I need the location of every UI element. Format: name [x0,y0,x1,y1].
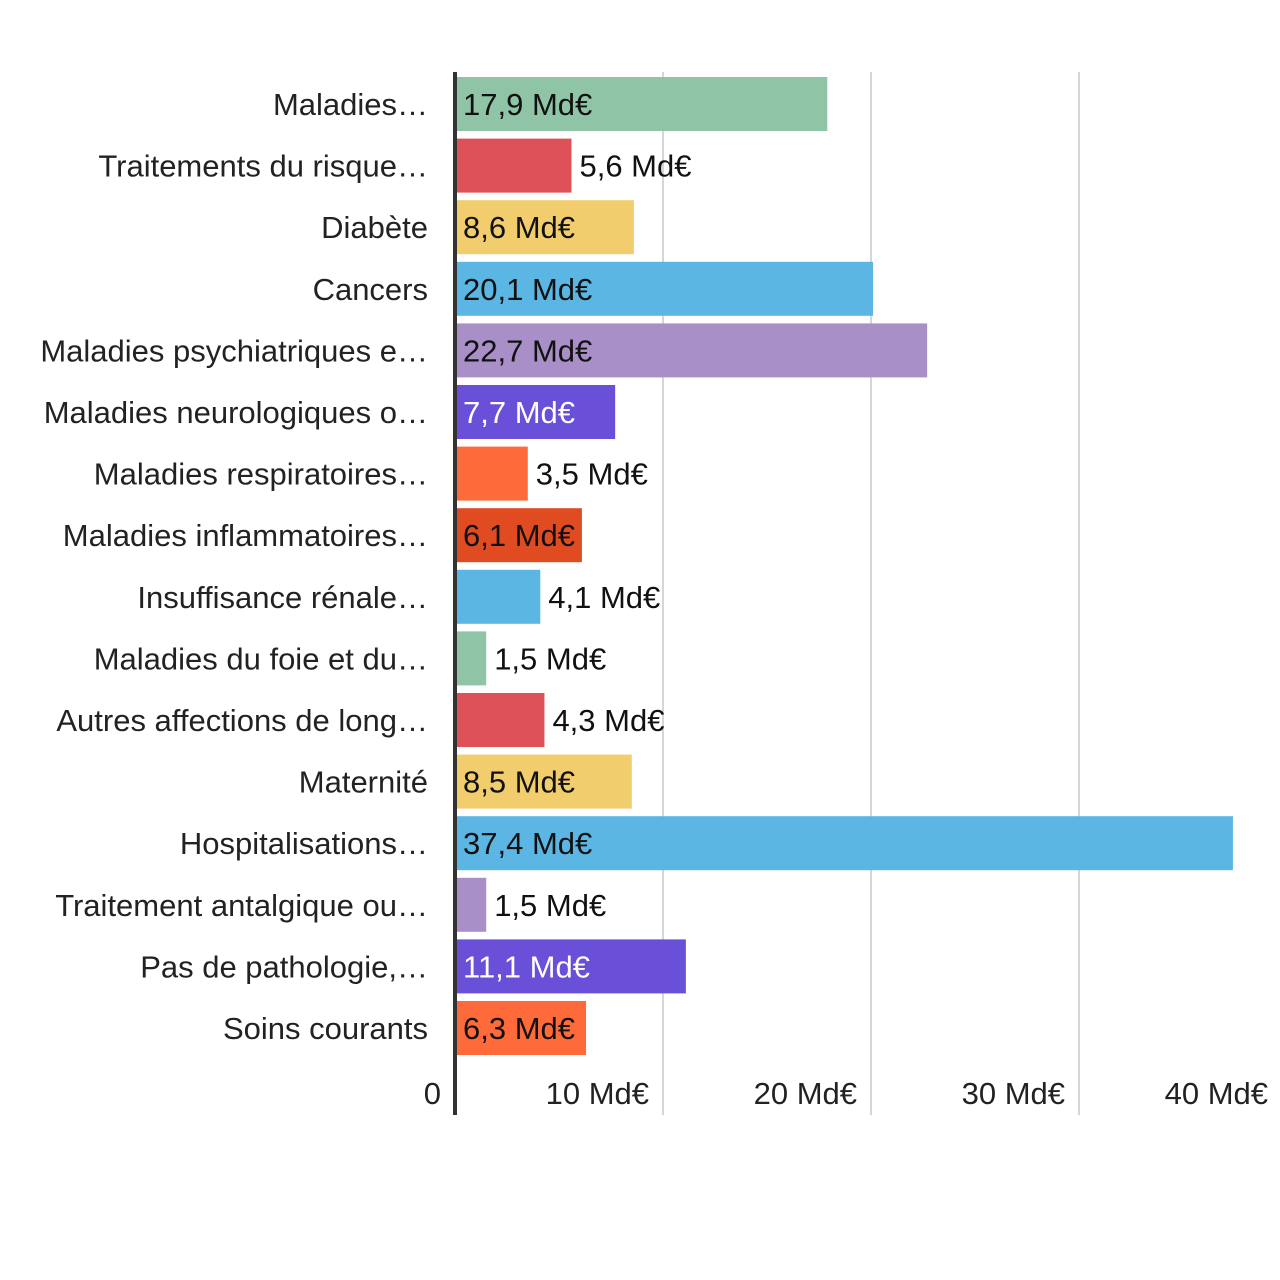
data-label-16: 6,3 Md€ [463,1011,575,1046]
bar-13 [455,816,1233,871]
bar-1 [455,77,828,131]
category-label-5: Maladies psychiatriques e… [40,333,428,368]
data-label-15: 11,1 Md€ [463,949,590,984]
category-labels: Maladies… Traitements du risque… Diabète Ca… [40,87,428,1046]
bar-3 [455,200,634,255]
data-label-4: 20,1 Md€ [463,272,592,307]
x-tick-label-20: 20 Md€ [754,1076,857,1111]
bar-2 [455,138,572,193]
bar-11 [455,693,545,747]
bar-6 [455,385,616,439]
category-label-3: Diabète [321,210,428,245]
category-label-10: Maladies du foie et du… [94,641,428,676]
bar-14 [455,877,487,932]
bars-layer: 17,9 Md€ 5,6 Md€8,6 Md€ 20,1 Md€ 22,7 Md€ 7,… [455,77,1233,1055]
category-label-13: Hospitalisations… [180,826,428,861]
category-label-6: Maladies neurologiques o… [44,395,428,430]
category-label-7: Maladies respiratoires… [94,457,428,492]
x-tick-label-30: 30 Md€ [962,1076,1065,1111]
x-axis-tick-labels: 0 10 Md€ 20 Md€ 30 Md€ 40 Md€ [424,1076,1268,1111]
bar-9 [455,569,541,624]
category-label-12: Maternité [299,765,428,800]
grid-layer [662,72,1080,1115]
category-label-9: Insuffisance rénale… [137,580,428,615]
data-label-12: 8,5 Md€ [463,765,575,800]
data-label-10: 1,5 Md€ [494,641,606,676]
bar-7 [455,446,528,501]
bar-12 [455,754,632,809]
data-label-5: 22,7 Md€ [463,333,592,368]
data-label-9: 4,1 Md€ [548,580,660,615]
x-tick-label-10: 10 Md€ [546,1076,649,1111]
data-label-2: 5,6 Md€ [579,149,691,184]
bar-4 [455,261,874,316]
data-label-6: 7,7 Md€ [463,395,575,430]
bar-5 [455,323,928,378]
x-tick-label-40: 40 Md€ [1165,1076,1268,1111]
category-label-8: Maladies inflammatoires… [63,518,428,553]
data-label-13: 37,4 Md€ [463,826,592,861]
category-label-2: Traitements du risque… [98,149,428,184]
category-label-4: Cancers [313,272,428,307]
x-tick-label-0: 0 [424,1076,441,1111]
data-label-14: 1,5 Md€ [494,888,606,923]
category-label-15: Pas de pathologie,… [140,949,428,984]
category-label-1: Maladies… [273,87,428,122]
bar-15 [455,939,686,994]
category-label-16: Soins courants [223,1011,428,1046]
data-label-11: 4,3 Md€ [552,703,664,738]
category-label-11: Autres affections de long… [56,703,428,738]
category-label-14: Traitement antalgique ou… [55,888,428,923]
data-label-7: 3,5 Md€ [536,457,648,492]
data-label-3: 8,6 Md€ [463,210,575,245]
bar-16 [455,1001,587,1055]
data-label-8: 6,1 Md€ [463,518,575,553]
bar-8 [455,508,582,563]
data-label-1: 17,9 Md€ [463,87,592,122]
bar-10 [455,631,487,686]
